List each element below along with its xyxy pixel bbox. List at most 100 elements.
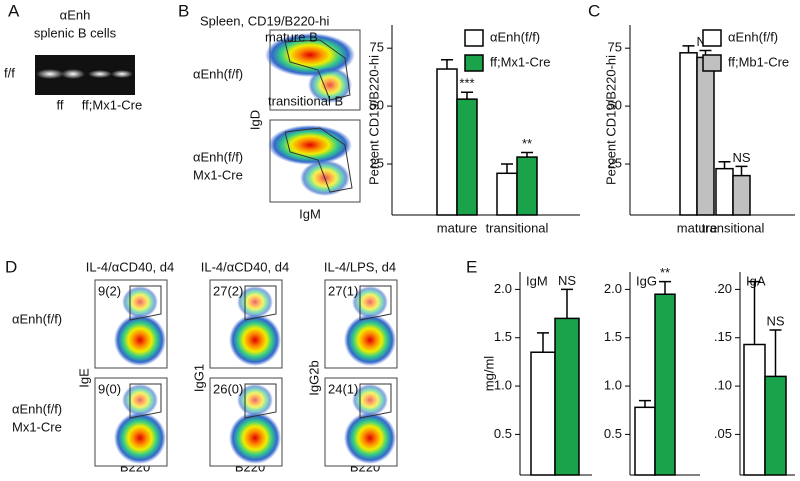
flow-density bbox=[268, 125, 352, 165]
y-tick-label: 75 bbox=[608, 40, 622, 55]
flow-density bbox=[352, 384, 388, 416]
legend-label: αEnh(f/f) bbox=[490, 29, 540, 44]
y-tick-label: 1.0 bbox=[604, 378, 622, 393]
gel-band bbox=[111, 70, 133, 78]
bar bbox=[436, 68, 458, 216]
panel-d: D αEnh(f/f) αEnh(f/f) Mx1-Cre bbox=[5, 257, 62, 434]
gate bbox=[244, 285, 277, 321]
gate bbox=[244, 383, 277, 419]
bar bbox=[554, 317, 580, 476]
flow-density bbox=[114, 412, 166, 464]
panel-letter: D bbox=[5, 257, 17, 276]
title: αEnh bbox=[60, 7, 91, 22]
legend-label: αEnh(f/f) bbox=[728, 29, 778, 44]
y-tick-label: 50 bbox=[608, 98, 622, 113]
chart-title: IgM bbox=[526, 273, 548, 288]
y-tick-label: .10 bbox=[714, 378, 732, 393]
bar bbox=[654, 293, 676, 476]
gel-band bbox=[36, 69, 64, 79]
error-bar bbox=[501, 163, 513, 174]
gate bbox=[129, 285, 162, 321]
error-bar bbox=[659, 280, 671, 295]
bar bbox=[764, 375, 787, 476]
x-tick-label: transitional bbox=[486, 220, 549, 235]
error-bar bbox=[748, 280, 761, 345]
bar bbox=[516, 156, 538, 216]
row-label: f/f bbox=[4, 65, 15, 80]
legend-swatch bbox=[702, 54, 722, 72]
error-bar bbox=[441, 59, 453, 70]
flow-density bbox=[229, 314, 281, 366]
panel-b-flow: B Spleen, CD19/B220-hi mature B transiti… bbox=[178, 1, 361, 221]
error-bar bbox=[735, 165, 748, 176]
flow-density bbox=[122, 286, 158, 318]
gate bbox=[359, 383, 392, 419]
gate-percent: 26(0) bbox=[213, 381, 243, 396]
panel-letter: A bbox=[8, 1, 20, 20]
row-label: Mx1-Cre bbox=[193, 167, 243, 182]
flow-density bbox=[308, 67, 352, 103]
flow-density bbox=[237, 384, 273, 416]
y-tick-label: 1.5 bbox=[494, 329, 512, 344]
bar bbox=[679, 52, 698, 216]
row-label: αEnh(f/f) bbox=[193, 66, 243, 81]
gate bbox=[284, 127, 353, 193]
x-tick-label: mature bbox=[677, 220, 717, 235]
flow-density bbox=[265, 33, 355, 77]
y-tick-label: 25 bbox=[608, 155, 622, 170]
bar bbox=[715, 167, 734, 216]
y-label: IgD bbox=[247, 110, 262, 130]
y-tick-label: .05 bbox=[714, 426, 732, 441]
y-tick-label: 1.0 bbox=[494, 378, 512, 393]
lane-label: ff bbox=[57, 97, 64, 112]
flow-density bbox=[344, 412, 396, 464]
subtitle: splenic B cells bbox=[34, 25, 117, 40]
error-bar bbox=[769, 329, 782, 377]
panel-letter: E bbox=[466, 257, 477, 276]
error-bar bbox=[537, 332, 549, 353]
column-title: IL-4/αCD40, d4 bbox=[201, 259, 289, 274]
legend-label: ff;Mb1-Cre bbox=[728, 54, 789, 69]
y-label: IgE bbox=[76, 368, 91, 388]
y-tick-label: .15 bbox=[714, 329, 732, 344]
flow-density bbox=[352, 286, 388, 318]
chart-title: IgG bbox=[636, 273, 657, 288]
x-label: IgM bbox=[299, 206, 321, 221]
error-bar bbox=[561, 288, 573, 319]
row-label: αEnh(f/f) bbox=[12, 311, 62, 326]
y-label: IgG1 bbox=[191, 364, 206, 392]
significance: NS bbox=[766, 313, 784, 328]
flow-density bbox=[122, 384, 158, 416]
bar bbox=[530, 351, 556, 476]
gate-percent: 9(0) bbox=[98, 381, 121, 396]
y-tick-label: 75 bbox=[370, 40, 384, 55]
gate-percent: 24(1) bbox=[328, 381, 358, 396]
y-label: IgG2b bbox=[306, 360, 321, 395]
y-tick-label: 0.5 bbox=[604, 426, 622, 441]
y-tick-label: 25 bbox=[370, 155, 384, 170]
y-tick-label: 2.0 bbox=[494, 281, 512, 296]
y-label: Percent CD19/B220-hi bbox=[603, 55, 618, 185]
significance: ** bbox=[522, 136, 532, 151]
y-tick-label: 0.5 bbox=[494, 426, 512, 441]
flow-density bbox=[229, 412, 281, 464]
column-title: IL-4/LPS, d4 bbox=[324, 259, 396, 274]
flow-density bbox=[114, 314, 166, 366]
y-label: Percent CD19/B220-hi bbox=[366, 55, 381, 185]
error-bar bbox=[521, 151, 533, 158]
y-tick-label: 50 bbox=[370, 98, 384, 113]
significance: *** bbox=[459, 76, 474, 91]
panel-letter: B bbox=[178, 1, 189, 20]
panel-letter: C bbox=[588, 1, 600, 20]
error-bar bbox=[461, 91, 473, 100]
bar bbox=[634, 406, 656, 476]
significance: NS bbox=[558, 273, 576, 288]
row-label: Mx1-Cre bbox=[12, 419, 62, 434]
bar bbox=[496, 172, 518, 216]
bar bbox=[456, 98, 478, 216]
gate-percent: 27(2) bbox=[213, 283, 243, 298]
gate bbox=[129, 383, 162, 419]
y-label: mg/ml bbox=[481, 356, 496, 392]
bar bbox=[743, 343, 766, 476]
row-label: αEnh(f/f) bbox=[193, 149, 243, 164]
